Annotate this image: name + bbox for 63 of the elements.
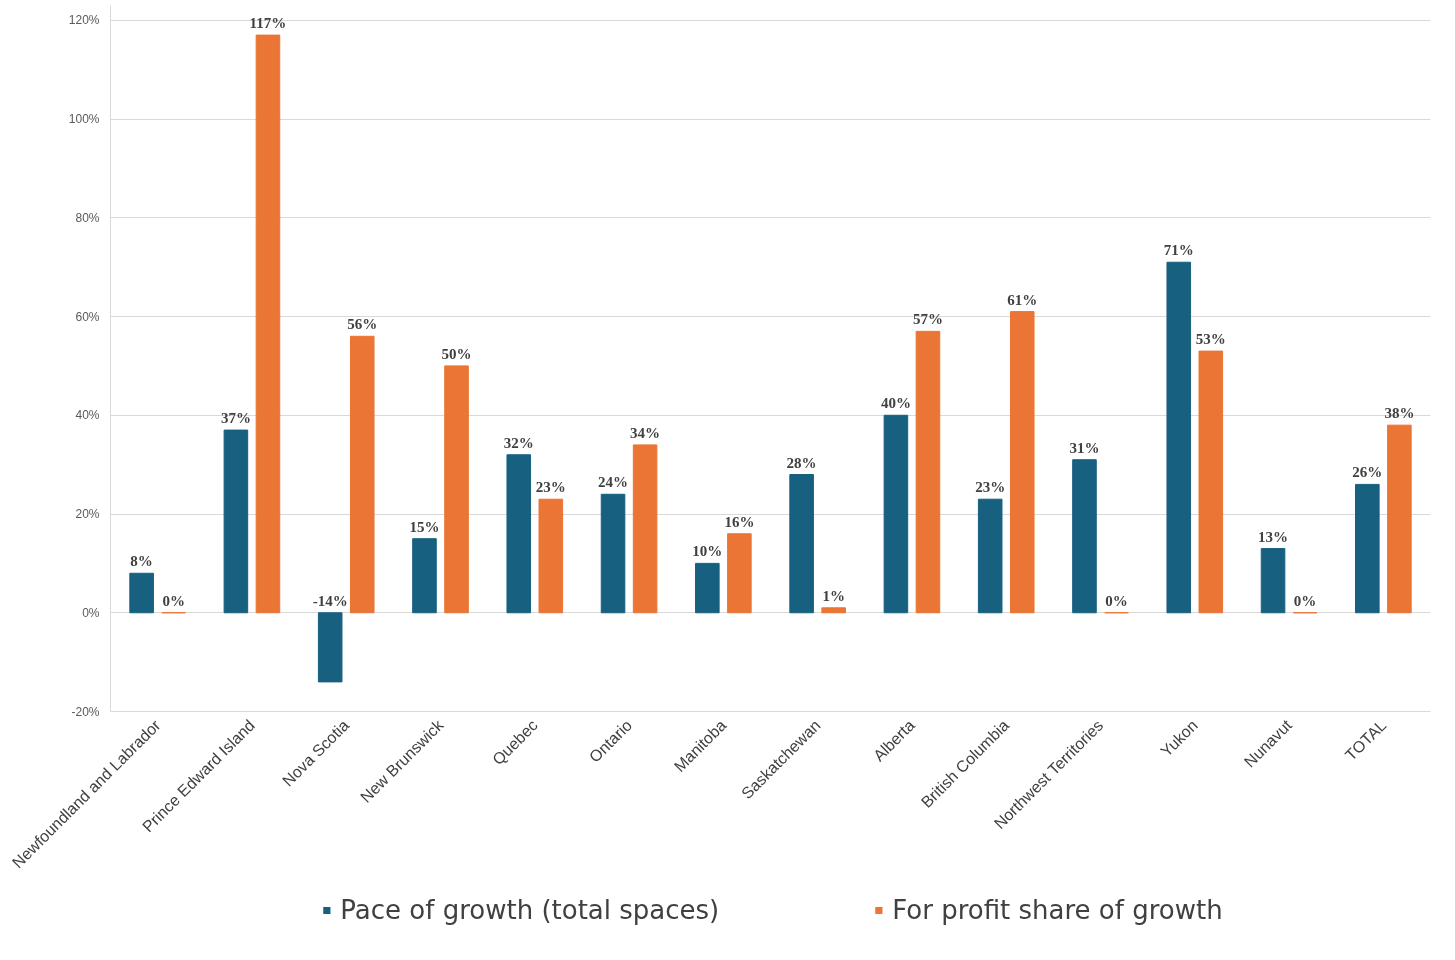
bar: [1198, 350, 1224, 614]
data-label: -14%: [312, 592, 348, 609]
y-tick-label: 60%: [75, 309, 100, 324]
data-label: 10%: [692, 543, 723, 560]
y-tick-label: 0%: [82, 605, 100, 620]
data-label: 57%: [912, 311, 943, 328]
data-label: 50%: [441, 345, 472, 362]
data-label: 61%: [1007, 291, 1038, 308]
bar: [506, 454, 532, 614]
bar: [412, 538, 437, 614]
bar: [349, 335, 375, 614]
data-label: 1%: [822, 587, 845, 604]
data-label: 24%: [598, 474, 629, 491]
y-tick-label: 40%: [75, 408, 100, 423]
bar: [883, 414, 909, 614]
data-label: 40%: [880, 395, 911, 412]
data-label: 31%: [1069, 439, 1100, 456]
bar: [317, 612, 343, 683]
y-tick-label: 100%: [68, 112, 100, 127]
data-label: 53%: [1195, 331, 1226, 348]
bar: [600, 493, 626, 614]
bar: [977, 498, 1003, 614]
bar: [538, 498, 564, 614]
bar: [444, 365, 469, 614]
data-label: 38%: [1384, 405, 1415, 422]
bar: [129, 572, 154, 614]
bar: [1355, 483, 1380, 614]
data-label: 34%: [630, 424, 661, 441]
data-label: 117%: [249, 15, 287, 32]
legend-label: For profit share of growth: [892, 895, 1223, 925]
data-label: 0%: [162, 592, 185, 609]
data-label: 56%: [347, 316, 378, 333]
bar: [1166, 261, 1192, 614]
bar: [695, 562, 720, 614]
bar: [821, 607, 846, 614]
y-tick-label: 80%: [75, 210, 100, 225]
data-label: 16%: [724, 513, 755, 530]
data-label: 8%: [130, 553, 153, 570]
y-tick-label: 20%: [75, 507, 100, 522]
bar: [789, 474, 814, 614]
bar: [1387, 424, 1412, 614]
bar: [632, 444, 658, 614]
bar: [1072, 459, 1097, 614]
data-label: 37%: [220, 410, 251, 427]
bar: [915, 330, 941, 614]
data-label: 0%: [1105, 592, 1128, 609]
data-label: 28%: [786, 454, 817, 471]
data-label: 71%: [1163, 242, 1194, 259]
legend-label: Pace of growth (total spaces): [340, 895, 720, 925]
bar: [255, 34, 281, 614]
data-label: 32%: [503, 434, 534, 451]
bar: [727, 533, 752, 614]
bar: [1009, 311, 1035, 614]
data-label: 23%: [535, 479, 566, 496]
bar: [1260, 548, 1286, 614]
data-label: 0%: [1293, 592, 1317, 609]
bar: [223, 429, 249, 614]
data-label: 13%: [1258, 528, 1289, 545]
data-label: 23%: [975, 479, 1006, 496]
data-label: 26%: [1352, 464, 1383, 481]
y-tick-label: -20%: [71, 704, 100, 719]
data-label: 15%: [409, 518, 440, 535]
y-tick-label: 120%: [68, 13, 100, 28]
